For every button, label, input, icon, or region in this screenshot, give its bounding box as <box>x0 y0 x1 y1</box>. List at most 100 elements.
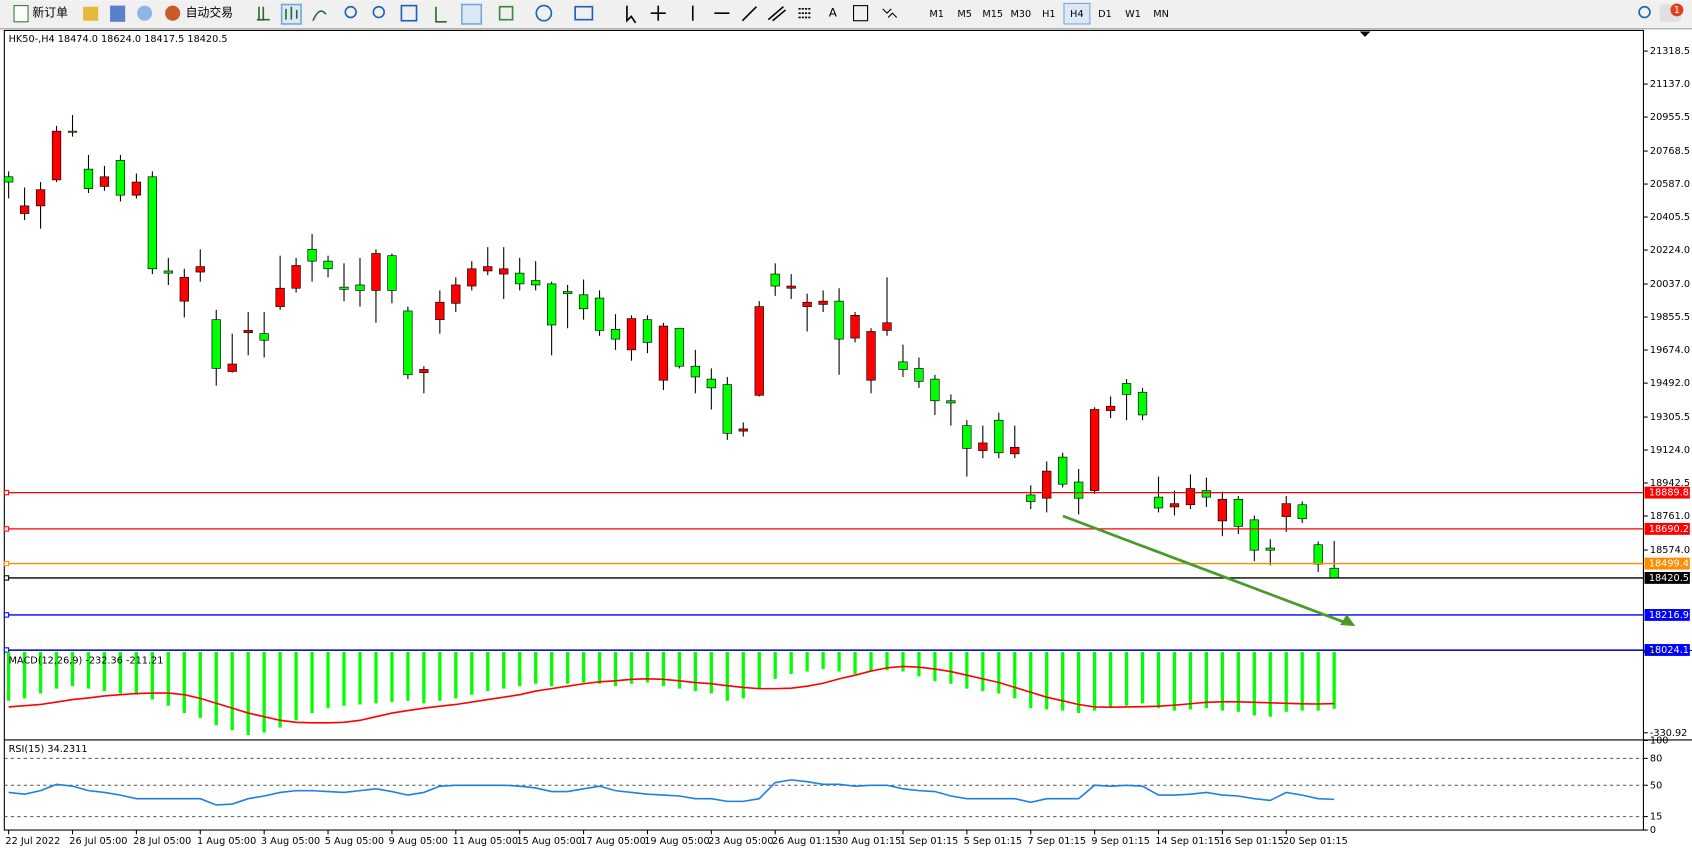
zoom-in[interactable] <box>344 5 357 19</box>
trendline[interactable] <box>741 6 758 22</box>
candle-body <box>802 301 812 307</box>
chart-frame <box>3 29 1644 831</box>
icon[interactable] <box>574 5 594 21</box>
icon[interactable] <box>83 6 99 21</box>
arrow-tool[interactable] <box>882 8 898 18</box>
rsi-line <box>8 779 1335 806</box>
search[interactable] <box>1638 5 1651 19</box>
channel[interactable] <box>767 6 787 22</box>
macd-bar <box>310 652 314 714</box>
candle-body <box>562 291 573 295</box>
macd-bar <box>1252 652 1256 716</box>
timeframe-button[interactable]: M30 <box>1010 9 1031 20</box>
candle-body <box>1281 503 1291 517</box>
macd-bar <box>741 652 745 699</box>
macd-title: MACD(12,26,9) -232.36 -211.21 <box>9 656 164 667</box>
macd-bar <box>1204 652 1209 709</box>
macd-bar <box>1108 652 1113 709</box>
x-tick-label: 20 Sep 01:15 <box>1283 836 1348 847</box>
candle-body <box>930 378 940 402</box>
timeframe-button[interactable]: D1 <box>1098 9 1112 20</box>
candle-body <box>594 297 605 331</box>
icon[interactable] <box>256 6 270 21</box>
price-chart-title: HK50-,H4 18474.0 18624.0 18417.5 18420.5 <box>9 34 228 45</box>
timeframe-button[interactable]: M1 <box>929 9 944 20</box>
tile[interactable] <box>400 4 418 22</box>
macd-bar <box>406 652 410 701</box>
macd-bar <box>837 652 841 672</box>
candle-body <box>227 363 237 372</box>
timeframe-button[interactable]: H1 <box>1042 9 1055 20</box>
macd-bar <box>597 652 602 684</box>
candle-body <box>1169 503 1180 508</box>
icon[interactable] <box>285 6 298 20</box>
auto-trading-button[interactable]: 自动交易 <box>186 6 233 20</box>
text-tool[interactable]: A <box>829 6 838 20</box>
candle-body <box>1137 391 1148 416</box>
macd-bar <box>901 652 905 672</box>
timeframe-button[interactable]: M15 <box>982 9 1003 20</box>
timeframe-button[interactable]: W1 <box>1125 9 1141 20</box>
icon-active[interactable] <box>461 3 483 25</box>
y-tick-label: 19674.0 <box>1650 345 1690 356</box>
candle-body <box>1058 456 1068 485</box>
level-handle <box>3 560 10 567</box>
macd-bar <box>853 652 857 674</box>
y-tick-label: 19492.0 <box>1650 378 1690 389</box>
macd-bar <box>965 652 969 689</box>
label-tool[interactable] <box>853 5 869 22</box>
candle-body <box>35 189 46 207</box>
new-order-button[interactable]: 新订单 <box>32 6 68 20</box>
price-label-bg <box>1644 486 1690 499</box>
icon[interactable] <box>110 5 126 22</box>
macd-bar <box>22 652 27 699</box>
candle-body <box>339 286 349 290</box>
candle-body <box>1074 481 1084 499</box>
cursor[interactable] <box>626 5 637 24</box>
new-order-icon[interactable] <box>13 5 29 23</box>
macd-bar <box>326 652 330 709</box>
icon[interactable] <box>312 10 327 22</box>
macd-bar <box>7 652 11 701</box>
candle-body <box>195 266 205 273</box>
fibo[interactable] <box>798 8 812 19</box>
y-tick-label: 20405.5 <box>1650 212 1690 223</box>
price-label: 18499.4 <box>1649 559 1689 570</box>
icon[interactable] <box>535 4 553 22</box>
candle-body <box>371 253 381 291</box>
macd-bar <box>805 652 809 672</box>
timeframe-button[interactable]: M5 <box>957 9 972 20</box>
icon[interactable] <box>498 5 514 21</box>
macd-bar <box>518 652 522 687</box>
candle-body <box>403 310 413 376</box>
macd-bar <box>278 652 282 728</box>
crosshair[interactable] <box>650 5 666 21</box>
timeframe-button[interactable]: MN <box>1153 9 1169 20</box>
zoom-out[interactable] <box>372 5 385 19</box>
macd-bar <box>470 652 474 695</box>
y-tick-label: 50 <box>1650 780 1662 791</box>
timeframe-button[interactable]: H4 <box>1070 9 1083 20</box>
candle-body <box>962 425 972 449</box>
macd-bar <box>725 652 729 701</box>
candle-body <box>738 428 748 432</box>
x-tick-label: 7 Sep 01:15 <box>1028 836 1087 847</box>
candle-body <box>578 294 589 310</box>
macd-bar <box>1013 652 1017 699</box>
price-label: 18024.1 <box>1649 645 1689 656</box>
candle-body <box>1121 383 1132 395</box>
macd-bar <box>1268 652 1272 717</box>
candle-body <box>1297 504 1307 520</box>
macd-bar <box>54 652 59 689</box>
y-tick-label: 18574.0 <box>1650 545 1690 556</box>
candle-body <box>850 314 860 339</box>
icon[interactable] <box>137 5 153 21</box>
level-handle <box>3 575 10 581</box>
candle-body <box>51 130 62 181</box>
macd-bar <box>534 652 538 684</box>
candle-body <box>1089 409 1100 491</box>
auto-trading-icon[interactable] <box>165 5 181 21</box>
x-tick-label: 9 Aug 05:00 <box>389 836 448 847</box>
macd-bar <box>1172 652 1177 711</box>
icon[interactable] <box>435 6 447 23</box>
